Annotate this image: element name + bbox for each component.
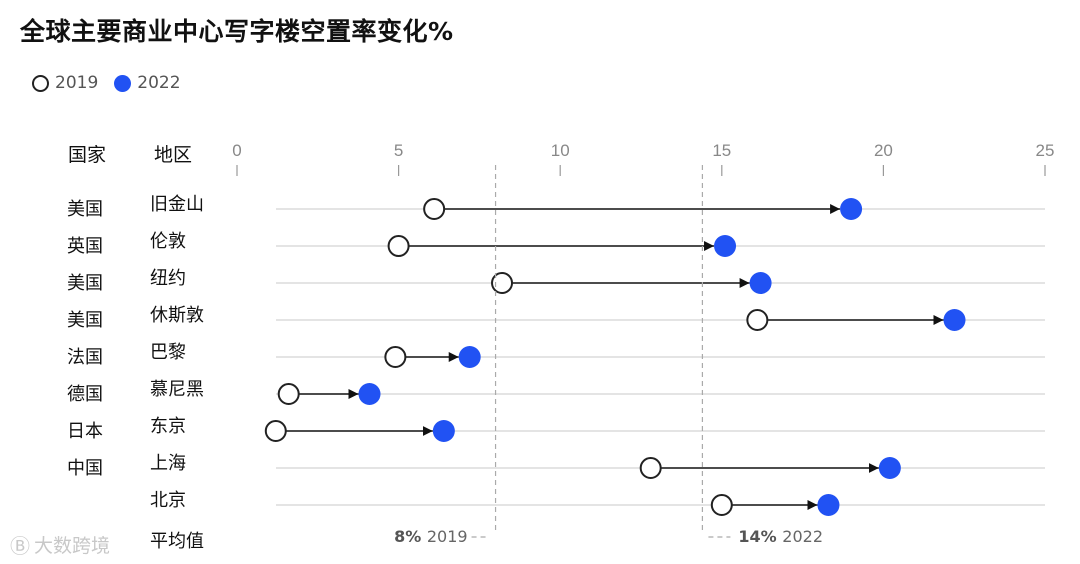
row-country-label: 德国 xyxy=(67,384,103,405)
legend: 2019 2022 xyxy=(32,70,197,96)
x-tick-label: 15 xyxy=(712,141,731,160)
row-region-label: 慕尼黑 xyxy=(150,379,204,400)
row-region-label: 伦敦 xyxy=(150,231,186,252)
x-tick-label: 5 xyxy=(394,141,403,160)
average-label-value: 8% xyxy=(394,527,427,546)
header-country: 国家 xyxy=(68,144,107,166)
point-2022 xyxy=(817,494,840,516)
point-2019 xyxy=(384,346,407,368)
row-country-label: 美国 xyxy=(67,199,103,220)
average-label: 14% 2022 xyxy=(738,527,823,546)
row-country-label: 法国 xyxy=(67,347,103,368)
chart-title: 全球主要商业中心写字楼空置率变化% xyxy=(20,17,454,46)
point-2019 xyxy=(746,309,769,331)
point-2022 xyxy=(749,272,772,294)
legend-item-2022: 2022 xyxy=(114,73,181,93)
legend-item-2019: 2019 xyxy=(32,73,98,93)
average-label: 8% 2019 xyxy=(394,527,467,546)
legend-open-circle-icon xyxy=(32,74,49,92)
row-region-label: 上海 xyxy=(150,453,186,474)
legend-label-2022: 2022 xyxy=(137,73,181,93)
row-region-label: 纽约 xyxy=(150,268,186,289)
point-2022 xyxy=(840,198,863,220)
x-tick-label: 20 xyxy=(874,141,893,160)
point-2022 xyxy=(458,346,481,368)
point-2019 xyxy=(423,198,446,220)
row-region-label: 旧金山 xyxy=(150,194,204,215)
point-2019 xyxy=(639,457,662,479)
watermark: Ⓑ 大数跨境 xyxy=(10,530,110,559)
row-country-label: 美国 xyxy=(67,310,103,331)
point-2022 xyxy=(943,309,966,331)
row-region-label: 巴黎 xyxy=(150,342,186,363)
x-tick-label: 25 xyxy=(1036,141,1055,160)
x-tick-label: 10 xyxy=(551,141,570,160)
average-label-year: 2019 xyxy=(427,527,468,546)
row-country-label: 美国 xyxy=(67,273,103,294)
point-2022 xyxy=(432,420,455,442)
legend-label-2019: 2019 xyxy=(55,73,99,93)
point-2019 xyxy=(264,420,287,442)
header-region: 地区 xyxy=(154,144,193,166)
row-region-label: 北京 xyxy=(150,490,186,511)
point-2022 xyxy=(358,383,381,405)
average-row-label: 平均值 xyxy=(150,531,204,552)
x-tick-label: 0 xyxy=(232,141,241,160)
average-label-value: 14% xyxy=(738,527,782,546)
row-country-label: 英国 xyxy=(67,236,103,257)
row-region-label: 东京 xyxy=(150,416,186,437)
point-2019 xyxy=(277,383,300,405)
point-2022 xyxy=(714,235,737,257)
point-2019 xyxy=(491,272,514,294)
legend-filled-circle-icon xyxy=(114,74,132,92)
row-country-label: 中国 xyxy=(67,458,103,479)
watermark-text: 大数跨境 xyxy=(34,535,111,557)
point-2019 xyxy=(387,235,410,257)
row-region-label: 休斯敦 xyxy=(150,305,204,326)
row-country-label: 日本 xyxy=(67,421,103,442)
average-label-year: 2022 xyxy=(782,527,823,546)
watermark-logo-icon: Ⓑ xyxy=(10,534,30,558)
point-2022 xyxy=(878,457,901,479)
point-2019 xyxy=(710,494,733,516)
